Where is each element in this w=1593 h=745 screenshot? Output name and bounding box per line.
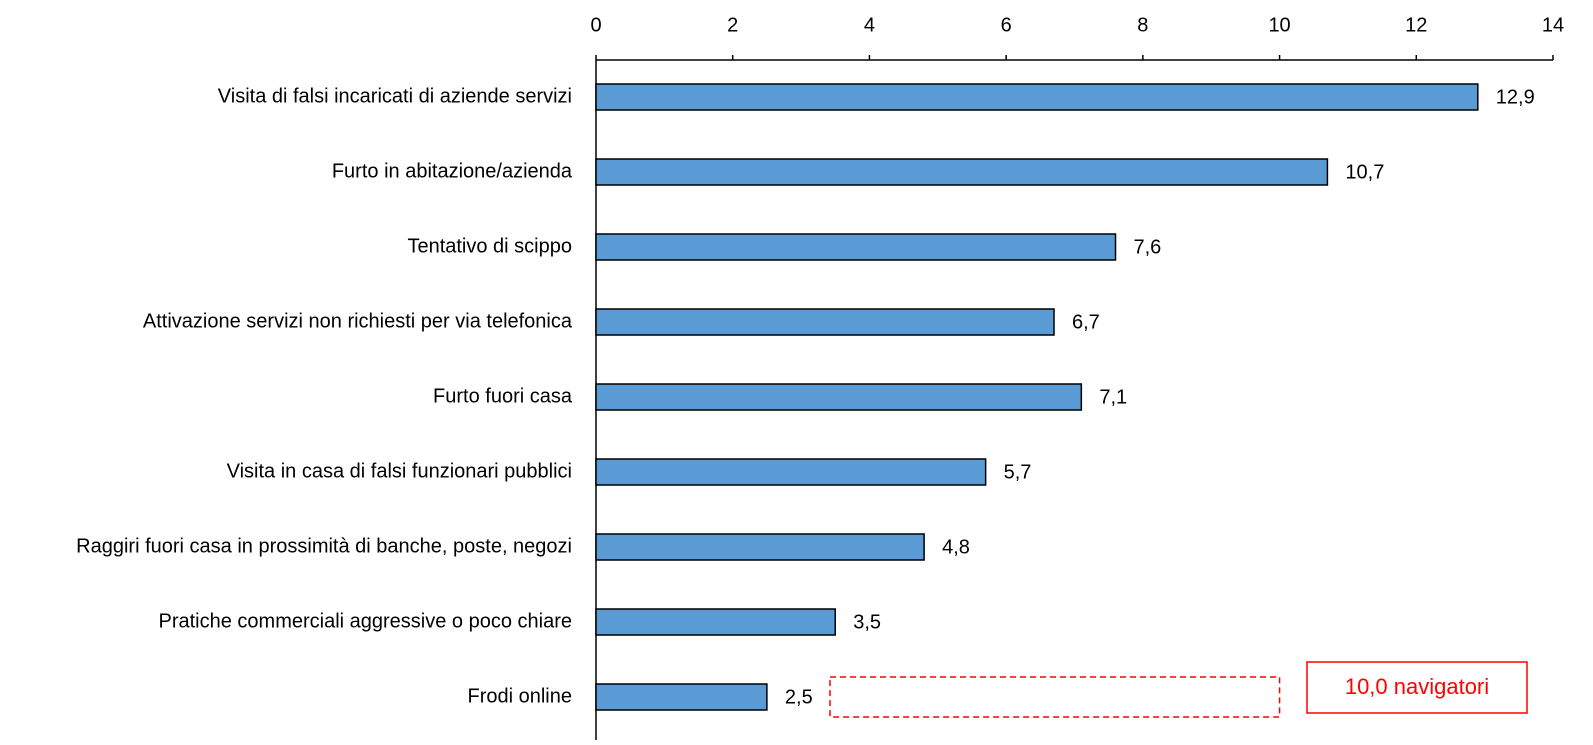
annotation-text: 10,0 navigatori xyxy=(1345,674,1489,699)
value-label: 6,7 xyxy=(1072,311,1100,333)
y-tick-label: Raggiri fuori casa in prossimità di banc… xyxy=(76,535,572,557)
value-label: 12,9 xyxy=(1496,86,1535,108)
x-tick-label: 10 xyxy=(1268,14,1290,36)
x-tick-label: 6 xyxy=(1001,14,1012,36)
bar xyxy=(595,308,1055,336)
bar xyxy=(595,383,1083,411)
bar xyxy=(595,458,987,486)
bar xyxy=(595,533,925,561)
annotation-ghost-bar xyxy=(829,676,1281,718)
value-label: 3,5 xyxy=(853,611,881,633)
y-tick-label: Pratiche commerciali aggressive o poco c… xyxy=(158,610,572,632)
x-tick-label: 2 xyxy=(727,14,738,36)
value-label: 2,5 xyxy=(785,686,813,708)
bar xyxy=(595,608,836,636)
annotation-box xyxy=(1306,661,1528,714)
bar xyxy=(595,233,1117,261)
bar xyxy=(595,83,1479,111)
y-tick-label: Attivazione servizi non richiesti per vi… xyxy=(143,310,573,332)
bar xyxy=(595,683,768,711)
x-tick-label: 12 xyxy=(1405,14,1427,36)
value-label: 7,1 xyxy=(1099,386,1127,408)
x-tick-label: 8 xyxy=(1137,14,1148,36)
value-label: 10,7 xyxy=(1345,161,1384,183)
value-label: 4,8 xyxy=(942,536,970,558)
x-tick-label: 14 xyxy=(1542,14,1564,36)
y-tick-label: Tentativo di scippo xyxy=(407,235,572,257)
y-tick-label: Furto fuori casa xyxy=(433,385,573,407)
y-tick-label: Visita di falsi incaricati di aziende se… xyxy=(218,85,572,107)
y-tick-label: Visita in casa di falsi funzionari pubbl… xyxy=(227,460,572,482)
x-tick-label: 0 xyxy=(590,14,601,36)
y-tick-label: Frodi online xyxy=(467,685,572,707)
value-label: 5,7 xyxy=(1004,461,1032,483)
value-label: 7,6 xyxy=(1134,236,1162,258)
x-tick-label: 4 xyxy=(864,14,875,36)
bar xyxy=(595,158,1329,186)
y-tick-label: Furto in abitazione/azienda xyxy=(332,160,573,182)
